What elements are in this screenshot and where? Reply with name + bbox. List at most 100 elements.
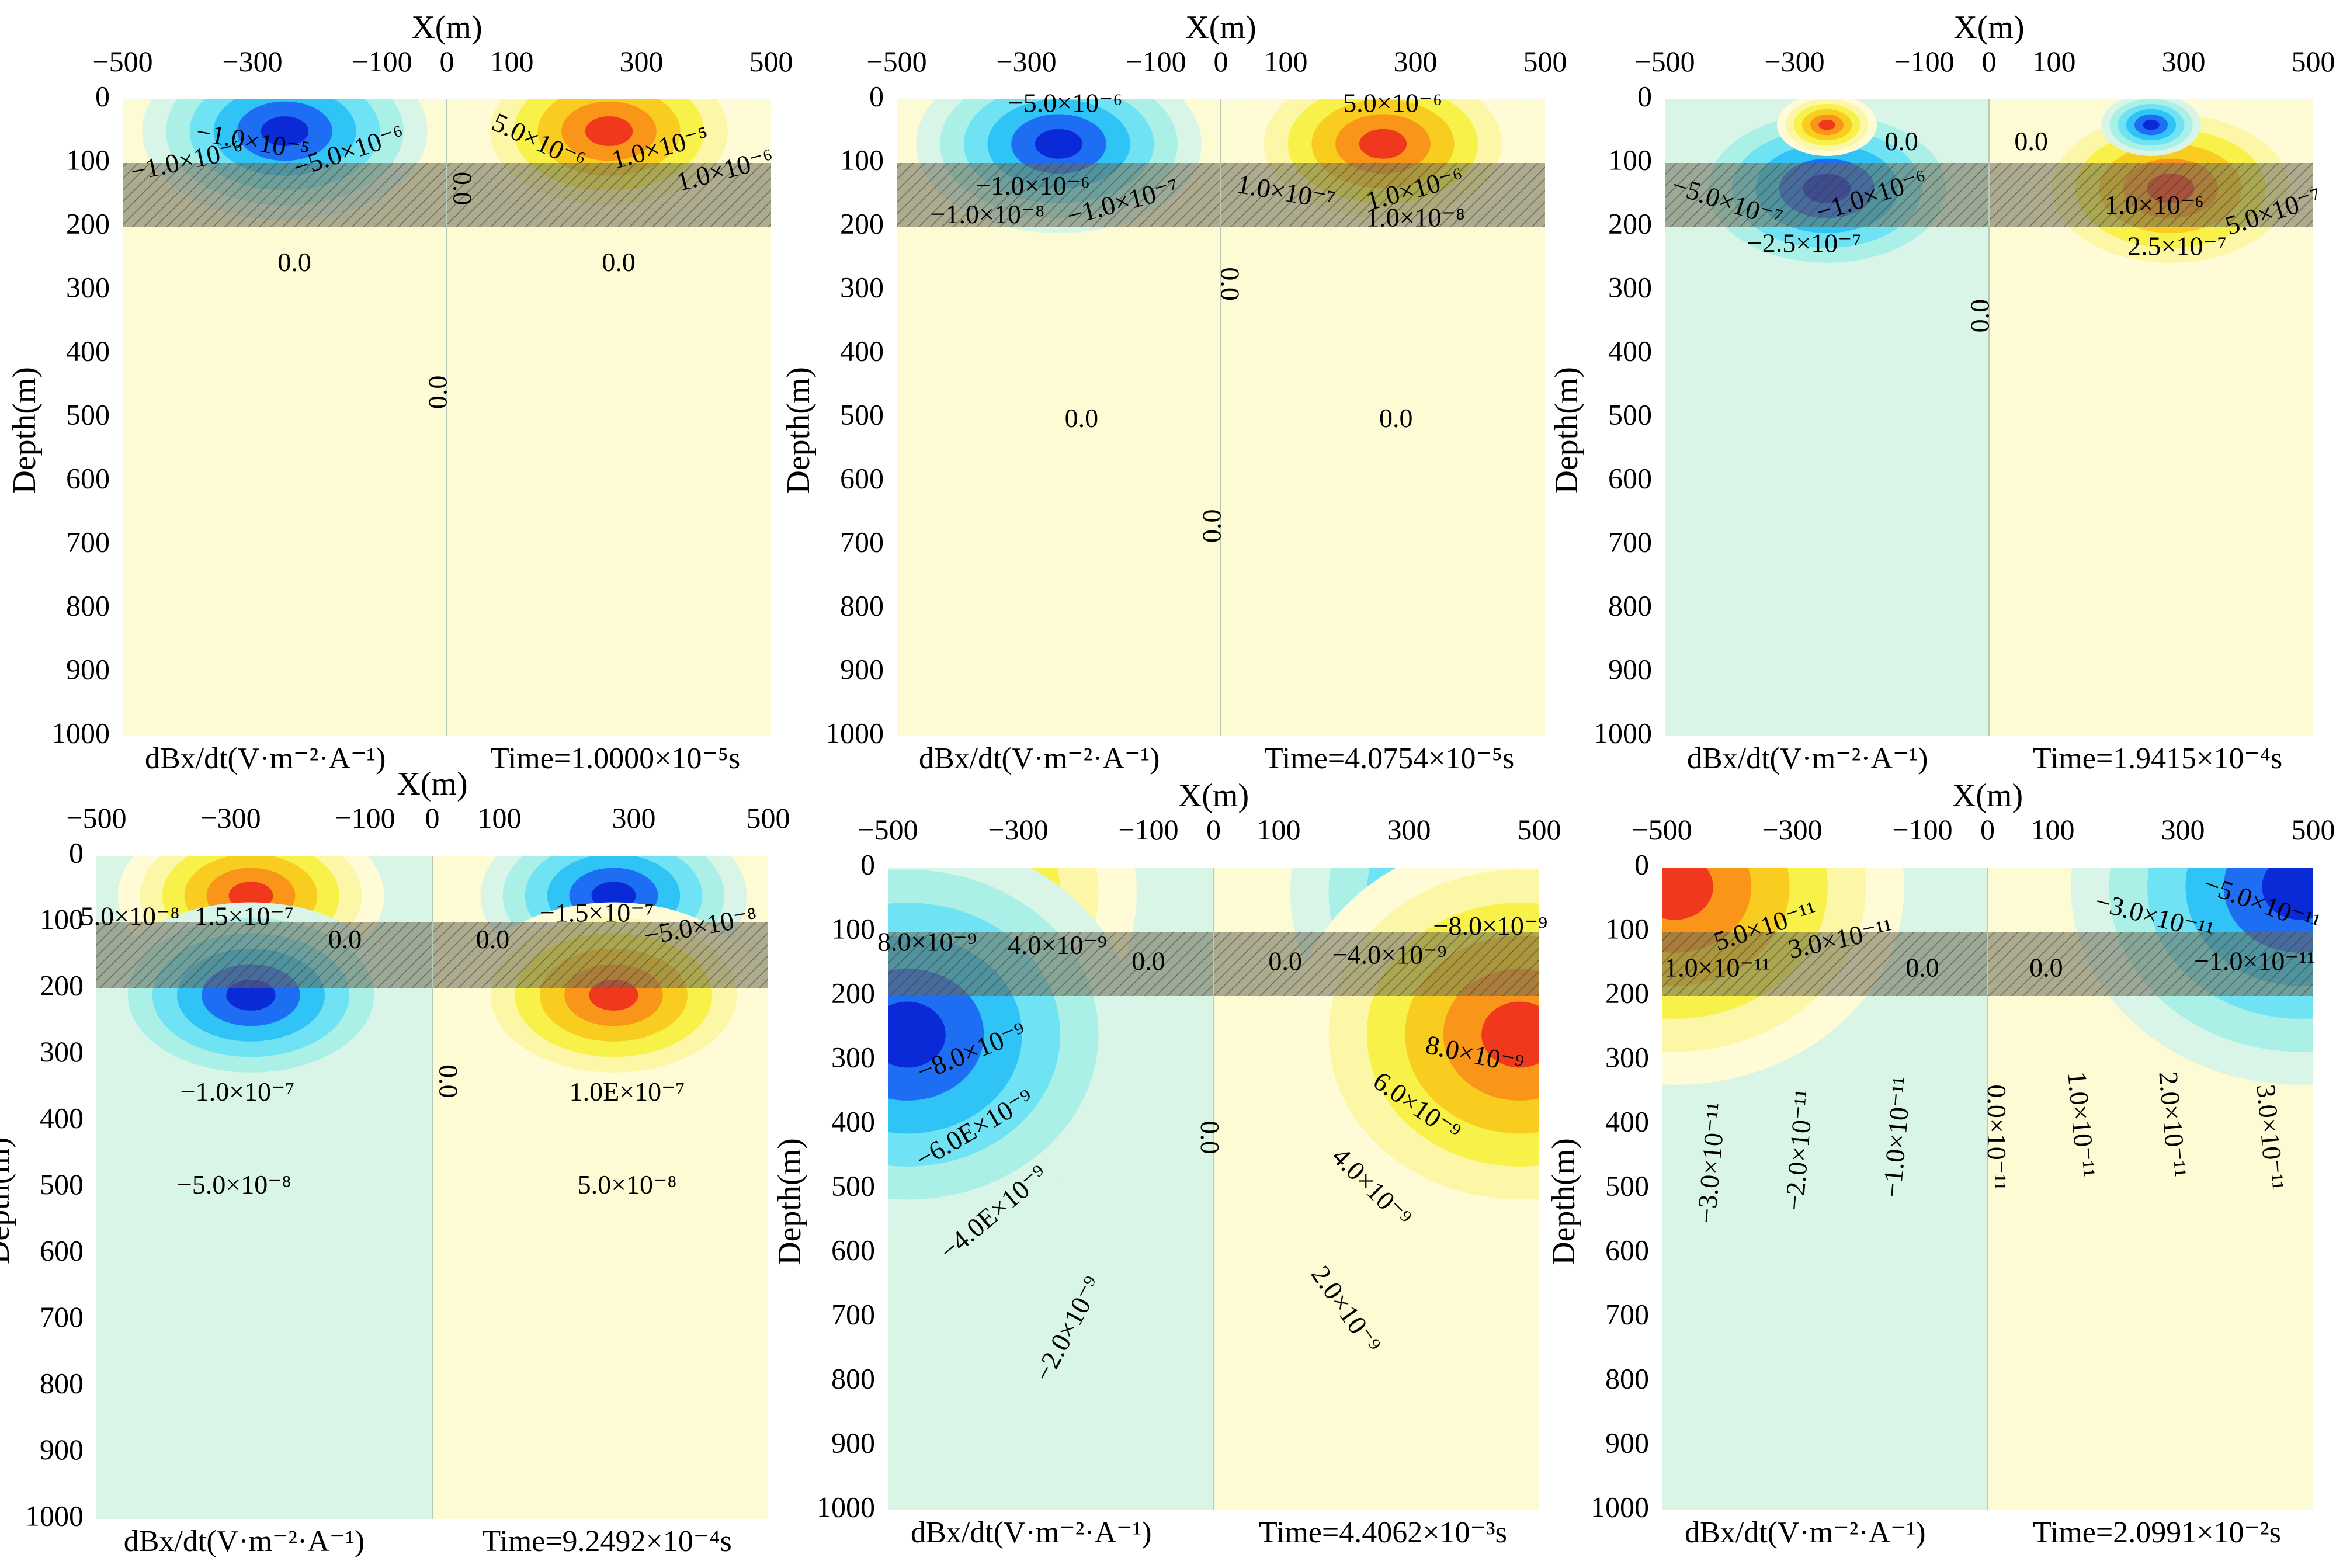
y-axis-title: Depth(m) bbox=[0, 1137, 16, 1264]
y-tick-label: 700 bbox=[1605, 1298, 1649, 1330]
y-tick-label: 500 bbox=[840, 398, 884, 431]
y-tick-label: 0 bbox=[1637, 79, 1652, 112]
panel-4: 5.0×10⁻⁸ 1.5×10⁻⁷ 0.0 0.0 −1.5×10⁻⁷ −5.0×10⁻⁸… bbox=[0, 766, 790, 1558]
x-tick-label: −100 bbox=[1118, 813, 1178, 846]
time-label: Time=2.0991×10⁻²s bbox=[2033, 1516, 2281, 1549]
contour-label: 0.0 bbox=[2014, 126, 2048, 156]
quantity-label: dBx/dt(V·m⁻²·A⁻¹) bbox=[1685, 1516, 1925, 1549]
panel-3: 0.0 0.0−5.0×10⁻⁷ −1.0×10⁻⁶−2.5×10⁻⁷1.0×10⁻… bbox=[1549, 9, 2335, 775]
x-tick-label: 0 bbox=[1982, 45, 1997, 78]
contour-level bbox=[1818, 119, 1835, 130]
time-label: Time=9.2492×10⁻⁴s bbox=[482, 1525, 731, 1558]
y-tick-label: 500 bbox=[40, 1168, 84, 1201]
contour-field bbox=[1662, 868, 2313, 1510]
x-tick-label: −300 bbox=[988, 813, 1048, 846]
contour-label: 1.0×10⁻¹¹ bbox=[1664, 953, 1770, 983]
x-tick-label: 500 bbox=[1518, 813, 1561, 846]
contour-label: −1.0×10⁻⁶ bbox=[976, 171, 1090, 200]
anomaly-3 bbox=[1777, 99, 1877, 156]
x-tick-label: 0 bbox=[1206, 813, 1221, 846]
x-axis-title: X(m) bbox=[397, 766, 467, 802]
contour-label: 0.0 bbox=[2029, 953, 2063, 983]
contour-field bbox=[123, 99, 771, 736]
time-label: Time=4.4062×10⁻³s bbox=[1259, 1516, 1507, 1549]
panel-6: 5.0×10⁻¹¹3.0×10⁻¹¹1.0×10⁻¹¹ 0.0 0.0−3.0×10… bbox=[1546, 778, 2335, 1549]
contour-label: 0.0 bbox=[1379, 403, 1413, 433]
x-tick-label: −300 bbox=[1762, 813, 1822, 846]
y-tick-label: 800 bbox=[840, 589, 884, 622]
contour-label: −1.0×10⁻⁸ bbox=[931, 199, 1045, 229]
contour-label: 0.0 bbox=[1131, 946, 1165, 976]
y-tick-label: 700 bbox=[840, 525, 884, 558]
x-axis-title: X(m) bbox=[1185, 9, 1256, 46]
y-tick-label: 200 bbox=[840, 207, 884, 240]
y-tick-label: 800 bbox=[1605, 1362, 1649, 1394]
y-tick-label: 800 bbox=[40, 1366, 84, 1399]
x-axis-title: X(m) bbox=[411, 9, 482, 46]
contour-label: −5.0×10⁻⁸ bbox=[177, 1170, 291, 1199]
y-tick-label: 800 bbox=[831, 1362, 875, 1394]
y-tick-label: 1000 bbox=[51, 716, 110, 749]
x-tick-label: 300 bbox=[620, 45, 664, 78]
x-tick-label: 0 bbox=[1980, 813, 1995, 846]
y-tick-label: 1000 bbox=[1591, 1490, 1649, 1523]
quantity-label: dBx/dt(V·m⁻²·A⁻¹) bbox=[124, 1525, 365, 1558]
x-axis-title: X(m) bbox=[1178, 778, 1249, 814]
y-tick-label: 200 bbox=[66, 207, 110, 240]
x-tick-label: −300 bbox=[1764, 45, 1824, 78]
y-tick-label: 1000 bbox=[1594, 716, 1652, 749]
x-tick-label: −300 bbox=[996, 45, 1056, 78]
panel-5: 8.0×10⁻⁹ 4.0×10⁻⁹ 0.0 0.0 −4.0×10⁻⁹−8.0×10⁻⁹… bbox=[772, 778, 1561, 1549]
y-tick-label: 100 bbox=[831, 912, 875, 945]
contour-label: 2.5×10⁻⁷ bbox=[2127, 231, 2227, 261]
x-tick-label: 500 bbox=[749, 45, 793, 78]
x-tick-label: 300 bbox=[2161, 813, 2205, 846]
contour-label: 1.0×10⁻⁸ bbox=[1366, 203, 1465, 233]
x-tick-label: 100 bbox=[1257, 813, 1301, 846]
x-tick-label: 100 bbox=[1264, 45, 1308, 78]
contour-label: 5.0×10⁻⁸ bbox=[578, 1170, 677, 1199]
y-tick-label: 200 bbox=[1605, 976, 1649, 1009]
y-tick-label: 900 bbox=[40, 1433, 84, 1466]
y-tick-label: 400 bbox=[1608, 334, 1652, 367]
x-tick-label: 100 bbox=[478, 802, 522, 834]
contour-level bbox=[1035, 129, 1083, 159]
x-tick-label: 500 bbox=[2292, 813, 2335, 846]
contour-label: 0.0 bbox=[1195, 1121, 1225, 1154]
anomaly-1 bbox=[142, 99, 428, 221]
y-tick-label: 500 bbox=[831, 1169, 875, 1202]
y-axis-title: Depth(m) bbox=[772, 1138, 808, 1265]
y-tick-label: 900 bbox=[66, 653, 110, 685]
panel-2: −5.0×10⁻⁶ 5.0×10⁻⁶−1.0×10⁻⁶−1.0×10⁻⁸ −1.0×… bbox=[780, 9, 1567, 775]
y-tick-label: 200 bbox=[1608, 207, 1652, 240]
contour-label: 8.0×10⁻⁹ bbox=[877, 927, 977, 957]
contour-label: 0.0 bbox=[1884, 126, 1918, 156]
quantity-label: dBx/dt(V·m⁻²·A⁻¹) bbox=[1687, 742, 1928, 775]
x-tick-label: −100 bbox=[352, 45, 412, 78]
x-tick-label: 100 bbox=[490, 45, 534, 78]
x-tick-label: −500 bbox=[66, 802, 126, 834]
y-tick-label: 1000 bbox=[25, 1499, 84, 1532]
y-tick-label: 100 bbox=[1605, 912, 1649, 945]
x-axis-title: X(m) bbox=[1953, 9, 2024, 46]
contour-label: 1.5×10⁻⁷ bbox=[195, 901, 294, 931]
x-tick-label: 500 bbox=[747, 802, 790, 834]
contour-label: 0.0×10⁻¹¹ bbox=[1982, 1084, 2012, 1190]
contour-level bbox=[585, 116, 633, 146]
quantity-label: dBx/dt(V·m⁻²·A⁻¹) bbox=[911, 1516, 1151, 1549]
y-tick-label: 600 bbox=[40, 1234, 84, 1267]
x-tick-label: −100 bbox=[1892, 813, 1952, 846]
contour-level bbox=[1481, 1001, 1539, 1068]
y-tick-label: 600 bbox=[1608, 462, 1652, 494]
contour-label: 0.0 bbox=[277, 247, 311, 277]
time-label: Time=1.9415×10⁻⁴s bbox=[2033, 742, 2282, 775]
contour-label: −8.0×10⁻⁹ bbox=[1433, 911, 1548, 941]
contour-label: 0.0 bbox=[1065, 403, 1099, 433]
contour-label: 5.0×10⁻⁶ bbox=[1343, 88, 1442, 117]
y-tick-label: 1000 bbox=[817, 1490, 875, 1523]
contour-label: −4.0×10⁻⁹ bbox=[1332, 940, 1447, 970]
x-tick-label: 300 bbox=[1394, 45, 1438, 78]
y-tick-label: 100 bbox=[840, 143, 884, 176]
contour-field bbox=[888, 868, 1539, 1510]
